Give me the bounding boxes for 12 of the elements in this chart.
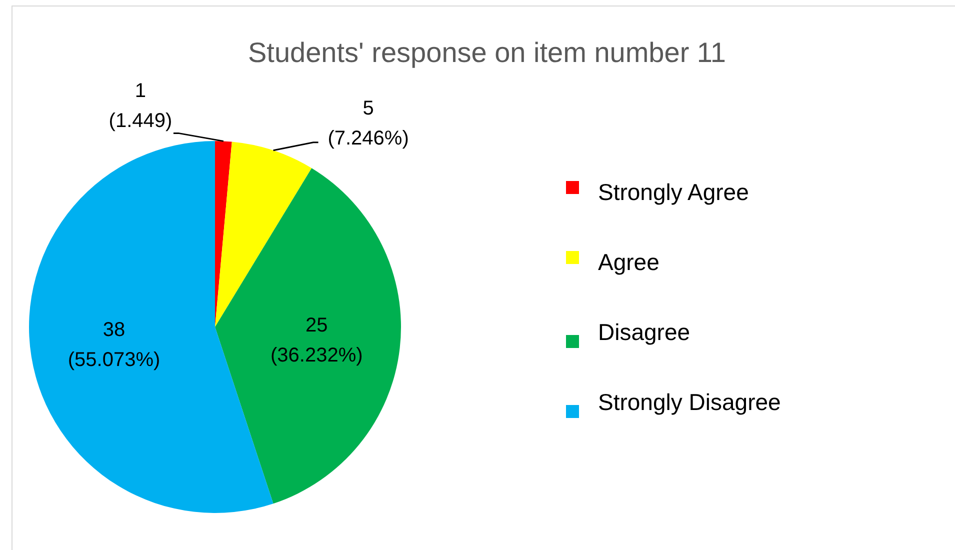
data-label: 1 (1.449) xyxy=(108,80,172,132)
legend-label: Agree xyxy=(598,249,660,275)
pie-slice xyxy=(215,141,232,327)
data-label: 38 (55.073%) xyxy=(68,319,160,372)
data-label: 25 (36.232%) xyxy=(270,314,363,367)
legend-label: Strongly Disagree xyxy=(598,389,781,415)
legend-label: Disagree xyxy=(598,319,690,345)
chart-title: Students' response on item number 11 xyxy=(248,37,726,68)
pie-slice xyxy=(215,168,401,504)
data-label: 5 (7.246%) xyxy=(328,97,409,150)
legend-label: Strongly Agree xyxy=(598,179,749,205)
pie-slice xyxy=(29,141,274,513)
